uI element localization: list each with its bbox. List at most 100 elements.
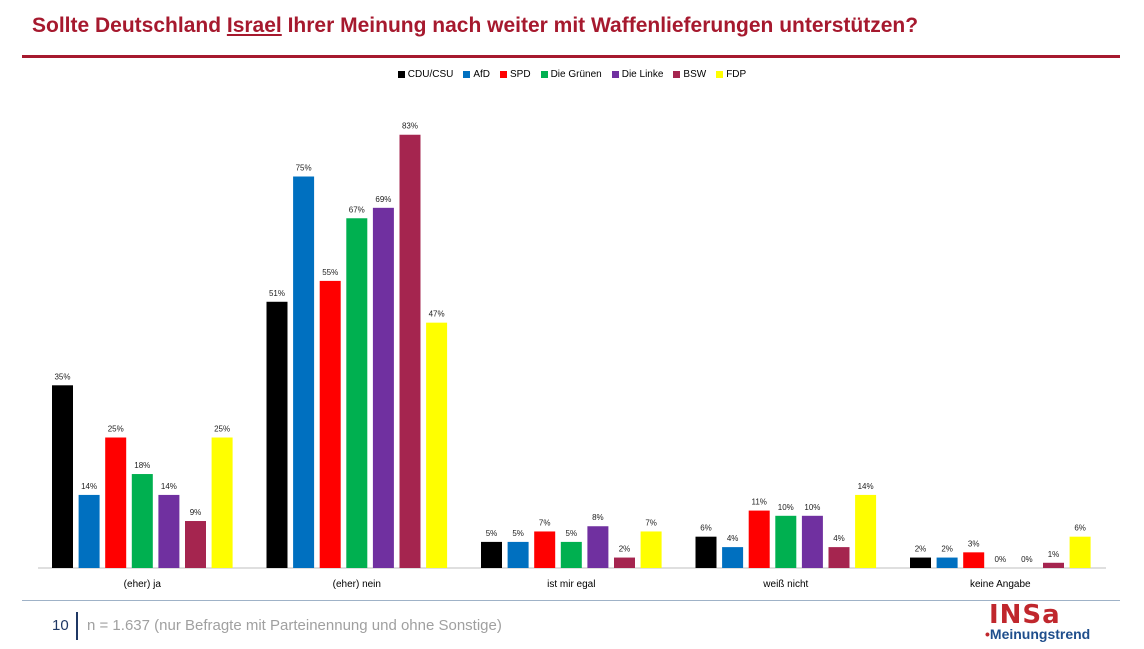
data-label: 14% (858, 482, 874, 491)
bar (775, 515, 797, 568)
bar (293, 176, 315, 568)
bar (372, 207, 394, 568)
data-label: 5% (486, 529, 498, 538)
category-label: (eher) ja (124, 579, 162, 590)
logo-dot: • (985, 626, 990, 642)
data-label: 6% (700, 524, 712, 533)
legend-swatch (611, 71, 619, 78)
legend-label: FDP (726, 69, 747, 80)
chart-legend: CDU/CSU AfD SPD Die Grünen Die Linke BSW FDP (0, 69, 1144, 80)
bar (910, 557, 931, 568)
data-label: 18% (134, 461, 150, 470)
bar (399, 134, 421, 569)
legend-swatch (500, 71, 508, 78)
bar (828, 547, 850, 568)
legend-label: Die Linke (621, 69, 664, 80)
bar (587, 526, 609, 568)
bar (211, 437, 233, 568)
bar (695, 536, 717, 568)
data-label: 83% (402, 122, 418, 131)
legend-item: FDP (716, 69, 746, 80)
data-label: 10% (778, 503, 794, 512)
data-label: 14% (81, 482, 97, 491)
bar (266, 301, 288, 568)
data-label: 55% (322, 268, 338, 277)
data-label: 10% (804, 503, 820, 512)
legend-label: SPD (510, 69, 531, 80)
title-highlight: Israel (226, 14, 282, 37)
data-label: 25% (108, 425, 124, 434)
bar (748, 510, 770, 568)
bar (1069, 536, 1091, 568)
bar (52, 385, 73, 568)
page-number: 10 (52, 617, 69, 634)
data-label: 6% (1074, 524, 1086, 533)
bar (614, 557, 635, 568)
data-label: 75% (296, 164, 312, 173)
bar (560, 541, 582, 568)
bar (722, 547, 744, 568)
bar (507, 541, 529, 568)
category-label: keine Angabe (970, 579, 1031, 590)
bar (534, 531, 556, 568)
bar (426, 322, 448, 568)
legend-item: SPD (500, 69, 531, 80)
data-label: 2% (619, 545, 631, 554)
data-label: 51% (269, 289, 285, 298)
bar (158, 494, 180, 568)
title-divider (22, 55, 1120, 58)
data-label: 0% (1021, 555, 1033, 564)
legend-swatch (463, 71, 471, 78)
data-label: 11% (751, 498, 766, 507)
legend-label: Die Grünen (550, 69, 602, 80)
data-label: 3% (968, 539, 980, 548)
title-pre: Sollte Deutschland (32, 14, 227, 37)
legend-label: CDU/CSU (407, 69, 454, 80)
data-label: 25% (214, 425, 230, 434)
legend-item: CDU/CSU (397, 69, 454, 80)
category-label: weiß nicht (762, 579, 808, 590)
legend-item: Die Grünen (540, 69, 602, 80)
data-label: 2% (941, 545, 953, 554)
data-label: 4% (727, 534, 739, 543)
legend-swatch (673, 71, 681, 78)
legend-swatch (540, 71, 548, 78)
data-label: 2% (915, 545, 927, 554)
data-label: 47% (429, 310, 445, 319)
bar (105, 437, 127, 568)
bar (481, 541, 502, 568)
bar (185, 521, 206, 568)
data-label: 67% (349, 205, 365, 214)
logo-subtitle-text: Meinungstrend (989, 626, 1091, 642)
logo-wordmark: INSa (989, 600, 1061, 630)
bar (963, 552, 985, 568)
sample-note: n = 1.637 (nur Befragte mit Parteinennun… (87, 617, 502, 634)
legend-swatch (716, 71, 724, 78)
bar (346, 218, 368, 568)
data-label: 9% (190, 508, 202, 517)
bar (801, 515, 823, 568)
data-label: 1% (1048, 550, 1060, 559)
title-post: Ihrer Meinung nach weiter mit Waffenlief… (281, 14, 919, 37)
data-label: 4% (833, 534, 845, 543)
bar (319, 280, 341, 568)
insa-logo: INSa •Meinungstrend (985, 600, 1125, 646)
bar-chart: 35% 14% 25% 18% 14% 9% 25% (eher) ja 51% 75% 55% 67… (38, 122, 1106, 590)
page-number-separator (76, 612, 78, 640)
bar (78, 494, 100, 568)
data-label: 5% (566, 529, 578, 538)
logo-subtitle: •Meinungstrend (985, 626, 1090, 642)
footer-divider (22, 600, 1120, 601)
legend-item: Die Linke (611, 69, 664, 80)
bar (936, 557, 958, 568)
data-label: 7% (539, 518, 551, 527)
legend-swatch (397, 71, 405, 78)
category-label: ist mir egal (547, 579, 595, 590)
legend-item: BSW (673, 69, 706, 80)
data-label: 5% (512, 529, 524, 538)
legend-label: AfD (473, 69, 491, 80)
legend-label: BSW (683, 69, 707, 80)
data-label: 14% (161, 482, 177, 491)
data-label: 8% (592, 513, 604, 522)
data-label: 69% (375, 195, 391, 204)
